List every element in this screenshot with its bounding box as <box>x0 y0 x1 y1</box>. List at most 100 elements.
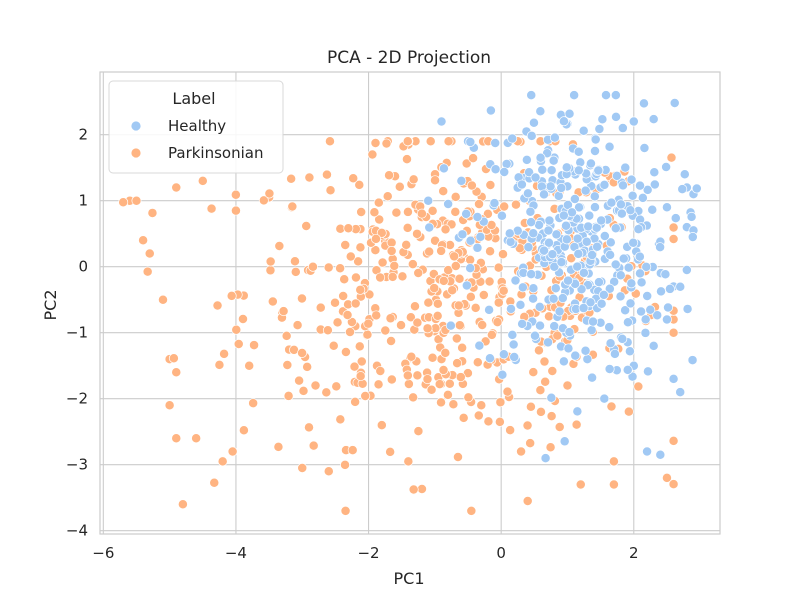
point-healthy <box>535 106 546 117</box>
point-parkinsonian <box>147 207 158 218</box>
point-healthy <box>618 180 628 191</box>
point-healthy <box>496 210 507 221</box>
point-parkinsonian <box>356 356 367 367</box>
point-healthy <box>474 340 485 351</box>
point-parkinsonian <box>142 266 153 277</box>
point-parkinsonian <box>339 274 350 285</box>
point-parkinsonian <box>438 186 449 197</box>
point-healthy <box>517 318 528 329</box>
point-parkinsonian <box>286 173 297 184</box>
point-healthy <box>626 278 637 289</box>
point-parkinsonian <box>454 273 465 284</box>
point-healthy <box>641 261 652 272</box>
point-parkinsonian <box>386 336 397 346</box>
point-healthy <box>616 208 627 219</box>
point-parkinsonian <box>423 297 434 308</box>
point-parkinsonian <box>668 222 679 233</box>
point-parkinsonian <box>450 261 461 271</box>
point-healthy <box>628 237 639 248</box>
point-parkinsonian <box>351 272 361 283</box>
point-healthy <box>635 180 645 191</box>
point-parkinsonian <box>297 293 307 304</box>
point-healthy <box>509 352 520 362</box>
point-parkinsonian <box>416 208 427 219</box>
point-parkinsonian <box>522 496 533 506</box>
point-parkinsonian <box>522 420 533 431</box>
point-parkinsonian <box>408 392 419 403</box>
point-parkinsonian <box>408 484 419 495</box>
point-parkinsonian <box>450 206 461 217</box>
point-parkinsonian <box>410 301 420 312</box>
point-healthy <box>637 192 648 203</box>
point-parkinsonian <box>340 459 350 470</box>
point-healthy <box>633 224 644 235</box>
point-healthy <box>570 350 581 361</box>
point-healthy <box>525 206 536 217</box>
point-healthy <box>599 231 610 241</box>
point-healthy <box>662 202 672 213</box>
point-healthy <box>605 249 616 260</box>
point-healthy <box>528 283 539 294</box>
point-healthy <box>472 212 483 222</box>
point-parkinsonian <box>448 399 459 410</box>
point-parkinsonian <box>442 389 453 400</box>
point-healthy <box>549 261 560 272</box>
point-healthy <box>548 293 559 304</box>
point-healthy <box>521 154 532 165</box>
point-parkinsonian <box>668 234 679 244</box>
point-healthy <box>623 262 634 273</box>
point-parkinsonian <box>402 154 412 165</box>
point-parkinsonian <box>482 208 493 219</box>
point-healthy <box>578 125 589 136</box>
point-parkinsonian <box>436 397 446 408</box>
point-healthy <box>561 234 572 245</box>
point-parkinsonian <box>340 505 351 516</box>
x-axis-label: PC1 <box>394 569 425 588</box>
point-healthy <box>656 286 666 297</box>
point-healthy <box>611 170 622 181</box>
point-parkinsonian <box>346 317 357 327</box>
point-parkinsonian <box>233 339 244 349</box>
point-parkinsonian <box>138 235 149 246</box>
point-parkinsonian <box>458 412 469 423</box>
point-healthy <box>596 298 607 309</box>
point-healthy <box>590 202 600 213</box>
point-healthy <box>639 143 650 153</box>
point-parkinsonian <box>302 361 313 372</box>
point-parkinsonian <box>470 302 481 313</box>
point-parkinsonian <box>443 265 454 276</box>
point-parkinsonian <box>377 257 388 268</box>
point-parkinsonian <box>668 479 679 490</box>
point-parkinsonian <box>328 340 339 351</box>
point-healthy <box>615 291 626 302</box>
point-healthy <box>647 204 658 215</box>
point-healthy <box>670 213 681 224</box>
point-healthy <box>584 210 595 221</box>
point-healthy <box>610 223 621 234</box>
point-parkinsonian <box>297 463 308 473</box>
point-parkinsonian <box>440 347 451 358</box>
point-healthy <box>691 183 702 194</box>
point-healthy <box>510 275 521 286</box>
point-parkinsonian <box>347 445 358 456</box>
point-healthy <box>682 303 693 314</box>
point-healthy <box>628 116 639 127</box>
point-healthy <box>642 184 653 195</box>
point-parkinsonian <box>402 222 413 233</box>
point-parkinsonian <box>454 320 465 331</box>
point-parkinsonian <box>552 330 563 341</box>
point-parkinsonian <box>238 425 249 436</box>
point-parkinsonian <box>450 191 461 202</box>
point-parkinsonian <box>331 381 342 392</box>
point-healthy <box>655 242 666 253</box>
point-parkinsonian <box>350 298 361 309</box>
point-healthy <box>574 202 584 213</box>
point-parkinsonian <box>511 199 521 210</box>
point-healthy <box>515 299 526 310</box>
point-healthy <box>592 241 603 252</box>
point-parkinsonian <box>214 359 225 370</box>
point-parkinsonian <box>430 175 440 186</box>
point-parkinsonian <box>323 262 334 273</box>
point-parkinsonian <box>486 329 497 340</box>
